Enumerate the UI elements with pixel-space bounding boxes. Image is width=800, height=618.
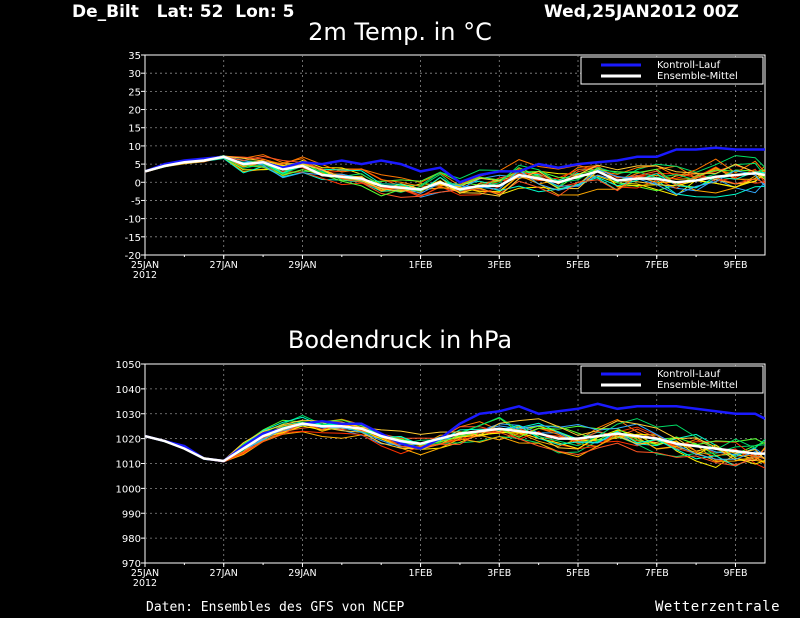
temp-legend-mean-label: Ensemble-Mittel [657, 71, 738, 82]
pressure-x-tick-label: 29JAN [288, 568, 316, 579]
temp-y-tick-label: -10 [125, 215, 141, 226]
temp-ensemble-member-line [145, 157, 765, 193]
pressure-legend [580, 365, 764, 394]
pressure-y-tick-label: 1010 [116, 460, 141, 471]
temp-legend-control-label: Kontroll-Lauf [657, 60, 721, 71]
pressure-chart-title: Bodendruck in hPa [287, 326, 513, 354]
pressure-legend-mean-label: Ensemble-Mittel [657, 380, 738, 391]
temp-x-tick-label: 1FEB [409, 260, 433, 271]
pressure-x-tick-label: 1FEB [409, 568, 433, 579]
temp-x-tick-label: 7FEB [645, 260, 669, 271]
pressure-y-tick-label: 1020 [116, 435, 141, 446]
temp-x-tick-label: 2012 [133, 270, 157, 281]
pressure-x-tick-label: 2012 [133, 578, 157, 589]
temp-ensemble-member-line [145, 155, 765, 195]
pressure-ensemble-member-line [145, 422, 765, 467]
temp-x-tick-label: 5FEB [566, 260, 590, 271]
pressure-x-tick-label: 5FEB [566, 568, 590, 579]
temp-y-tick-label: 30 [128, 69, 141, 80]
temp-y-tick-label: -5 [131, 196, 141, 207]
temp-ensemble-mean-line [145, 155, 765, 191]
temp-legend [580, 56, 764, 85]
temp-y-tick-label: 25 [128, 87, 141, 98]
temp-y-tick-label: 20 [128, 106, 141, 117]
pressure-y-tick-label: 1030 [116, 410, 141, 421]
temp-y-tick-label: 10 [128, 142, 141, 153]
temp-x-tick-label: 29JAN [288, 260, 316, 271]
pressure-y-tick-label: 1000 [116, 484, 141, 495]
station-info: De_Bilt Lat: 52 Lon: 5 [72, 2, 295, 22]
pressure-y-tick-label: 1040 [116, 385, 141, 396]
temp-y-tick-label: -20 [125, 251, 141, 262]
pressure-x-tick-label: 27JAN [210, 568, 238, 579]
pressure-x-tick-label: 7FEB [645, 568, 669, 579]
data-source-credit: Daten: Ensembles des GFS von NCEP [146, 600, 405, 615]
temp-y-tick-label: -15 [125, 233, 141, 244]
pressure-legend-control-label: Kontroll-Lauf [657, 369, 721, 380]
temp-x-tick-label: 25JAN [131, 260, 159, 271]
temp-y-tick-label: 15 [128, 124, 141, 135]
temp-x-tick-label: 27JAN [210, 260, 238, 271]
temp-ensemble-member-line [145, 156, 765, 197]
temp-x-tick-label: 3FEB [487, 260, 511, 271]
pressure-x-tick-label: 9FEB [723, 568, 747, 579]
pressure-y-tick-label: 970 [122, 559, 141, 570]
temp-y-tick-label: 35 [128, 51, 141, 62]
brand-label: Wetterzentrale [655, 599, 781, 615]
temperature-chart-title: 2m Temp. in °C [308, 18, 492, 46]
pressure-y-tick-label: 990 [122, 509, 141, 520]
pressure-y-tick-label: 1050 [116, 360, 141, 371]
pressure-ensemble-member-line [145, 418, 765, 461]
temp-ensemble-member-line [145, 157, 765, 196]
pressure-y-tick-label: 980 [122, 534, 141, 545]
temp-x-tick-label: 9FEB [723, 260, 747, 271]
pressure-control-run-line [145, 402, 765, 463]
temp-y-tick-label: 5 [135, 160, 141, 171]
run-timestamp: Wed,25JAN2012 00Z [544, 2, 739, 22]
temp-ensemble-member-line [145, 155, 765, 197]
pressure-x-tick-label: 3FEB [487, 568, 511, 579]
pressure-x-tick-label: 25JAN [131, 568, 159, 579]
pressure-ensemble-mean-line [145, 422, 765, 463]
temp-plot-frame [144, 54, 766, 256]
temp-y-tick-label: 0 [135, 178, 141, 189]
